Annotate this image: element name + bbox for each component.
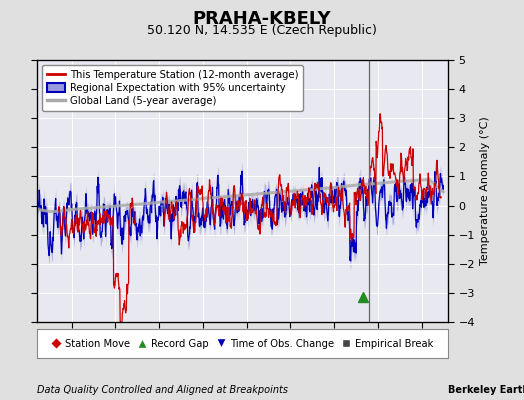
Text: Berkeley Earth: Berkeley Earth <box>448 385 524 395</box>
Legend: Station Move, Record Gap, Time of Obs. Change, Empirical Break: Station Move, Record Gap, Time of Obs. C… <box>48 336 436 352</box>
Text: Data Quality Controlled and Aligned at Breakpoints: Data Quality Controlled and Aligned at B… <box>37 385 288 395</box>
Text: PRAHA-KBELY: PRAHA-KBELY <box>193 10 331 28</box>
Y-axis label: Temperature Anomaly (°C): Temperature Anomaly (°C) <box>481 117 490 265</box>
Legend: This Temperature Station (12-month average), Regional Expectation with 95% uncer: This Temperature Station (12-month avera… <box>42 65 303 111</box>
Text: 50.120 N, 14.535 E (Czech Republic): 50.120 N, 14.535 E (Czech Republic) <box>147 24 377 37</box>
